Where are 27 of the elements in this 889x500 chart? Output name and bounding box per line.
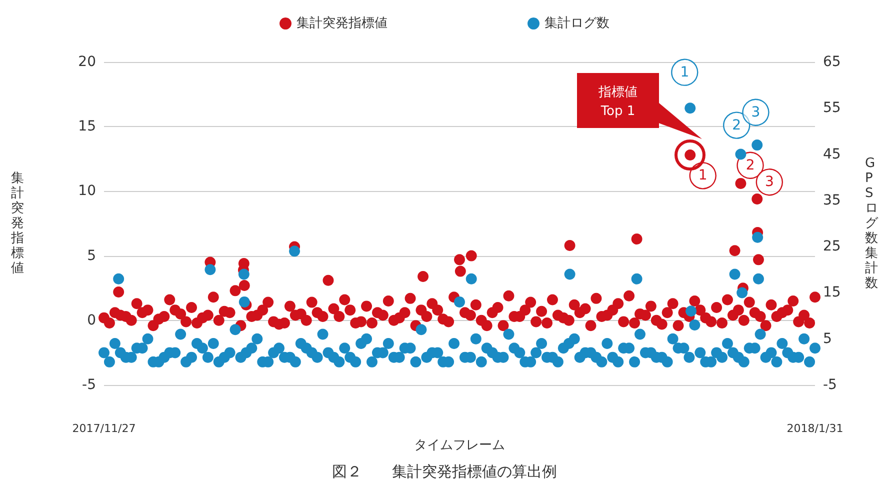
annotation: 2 (746, 157, 755, 174)
legend-label: 集計突発指標値 (296, 16, 388, 31)
y2-tick-label: 5 (823, 330, 832, 347)
text: GPSログ数集計数 (865, 156, 878, 291)
text: 図２ 集計突発指標値の算出例 (332, 462, 557, 480)
annotation: 3 (764, 174, 774, 190)
y-axis-title: 集計突発指標値 (10, 171, 24, 276)
y2-tick-label: -5 (823, 377, 837, 393)
y2-tick-label: 65 (823, 54, 841, 70)
x-axis-title: タイムフレーム (414, 438, 505, 453)
y-tick-label: 10 (78, 183, 96, 200)
x-tick-label: 2017/11/27 (72, 422, 136, 435)
annotation: 指標値 Top 1 (597, 84, 638, 119)
y2-tick-label: 55 (823, 100, 841, 116)
y-tick-label: 0 (87, 312, 96, 328)
y2-tick-label: 15 (823, 284, 841, 301)
y2-tick-label: 35 (823, 192, 841, 208)
annotation: 2 (732, 117, 742, 134)
y2-tick-label: 25 (823, 238, 841, 255)
legend-label: 集計ログ数 (544, 16, 610, 31)
y2-tick-label: 45 (823, 146, 841, 162)
y-tick-label: 20 (78, 54, 96, 70)
y-tick-label: 15 (78, 118, 96, 135)
y-tick-label: -5 (82, 377, 96, 393)
annotation: 3 (751, 104, 760, 120)
x-tick-label: 2018/1/31 (786, 422, 844, 435)
y-tick-label: 5 (87, 248, 96, 264)
